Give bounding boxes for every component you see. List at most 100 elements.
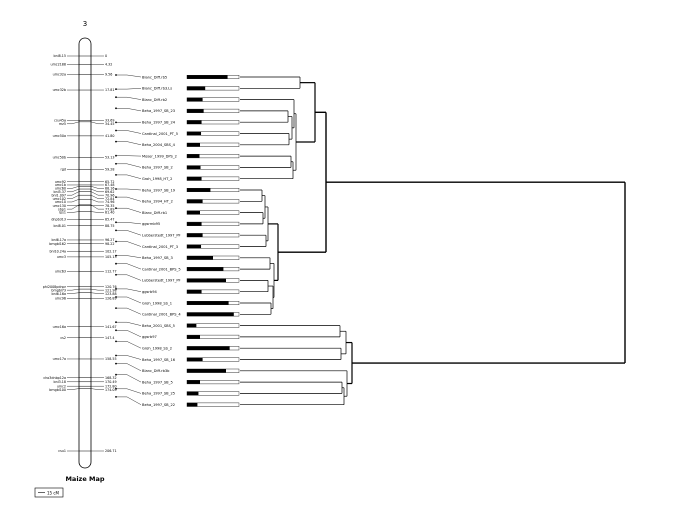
qtl-connector: [116, 131, 141, 134]
marker-name: umc50b: [53, 156, 66, 160]
qtl-interval-fill: [187, 380, 200, 384]
scale-legend-label: 15 cM: [47, 491, 60, 496]
qtl-interval-fill: [187, 369, 226, 373]
marker-name: bnl8.01: [54, 224, 66, 228]
marker-name: umc17a: [53, 357, 66, 361]
chromosome-number: 3: [83, 20, 87, 28]
qtl-interval-fill: [187, 346, 230, 350]
qtl-connector: [116, 341, 141, 348]
qtl-connector: [116, 375, 141, 382]
marker-connector-left: [67, 389, 79, 390]
qtl-interval-fill: [187, 279, 226, 283]
qtl-interval-fill: [187, 98, 203, 102]
marker-position: 85.47: [105, 218, 114, 222]
trait-label: ggsrb97: [142, 335, 157, 339]
qtl-connector: [116, 289, 141, 292]
chromosome-bar: [79, 38, 91, 468]
marker-position: 81.40: [105, 211, 114, 215]
marker-name: csu1: [58, 449, 66, 453]
marker-position: 112.77: [105, 270, 117, 274]
trait-label: Beha_1997_SB_16: [142, 358, 176, 362]
trait-label: Beha_2004_SBS_4: [142, 143, 176, 147]
marker-name: dnpb313: [51, 218, 66, 222]
marker-name: mz5: [59, 122, 66, 126]
qtl-interval-fill: [187, 109, 204, 113]
qtl-interval-fill: [187, 222, 202, 226]
qtl-connector: [116, 330, 141, 337]
marker-name: rgd: [61, 167, 66, 171]
qtl-interval-fill: [187, 154, 199, 158]
qtl-interval-fill: [187, 87, 205, 91]
marker-connector-left: [67, 195, 79, 198]
qtl-interval-fill: [187, 233, 203, 237]
marker-connector-left: [67, 199, 79, 202]
qtl-interval-fill: [187, 256, 213, 260]
marker-connector-right: [91, 289, 104, 290]
marker-connector-right: [91, 195, 104, 198]
qtl-interval-fill: [187, 301, 229, 305]
qtl-interval-fill: [187, 245, 201, 249]
marker-connector-left: [67, 122, 79, 124]
marker-position: 170.49: [105, 380, 117, 384]
qtl-connector: [116, 197, 141, 201]
trait-label: Groh_1998_SS_1: [142, 301, 172, 305]
qtl-connector: [116, 75, 141, 77]
trait-label: Groh_1998_SS_2: [142, 347, 172, 351]
trait-label: Beha_1994_HT_2: [142, 200, 173, 204]
qtl-connector: [116, 222, 141, 224]
trait-label: Beha_1997_SB_22: [142, 403, 175, 407]
trait-label: Blanc_Diff.rb5: [142, 75, 167, 79]
trait-label: Beha_1997_SB_3: [142, 256, 173, 260]
marker-position: 174.05: [105, 388, 117, 392]
qtl-connector: [116, 264, 141, 269]
marker-position: 206.71: [105, 449, 117, 453]
trait-label: Beha_1997_SB_5: [142, 380, 173, 384]
qtl-connector: [116, 175, 141, 179]
trait-label: Blanc_Diff.rb3b: [142, 369, 170, 373]
marker-name: cs2: [60, 336, 66, 340]
marker-name: umc32a: [53, 72, 66, 76]
marker-connector-right: [91, 389, 104, 390]
qtl-connector: [116, 142, 141, 145]
qtl-interval-fill: [187, 211, 200, 215]
marker-name: bnl6.16a: [52, 292, 66, 296]
trait-label: Beha_1997_SB_19: [142, 188, 176, 192]
trait-label: Cardinal_2001_BPS_4: [142, 313, 181, 317]
marker-position: 0: [105, 54, 107, 58]
marker-name: bmgbl162: [49, 242, 66, 246]
qtl-connector: [116, 297, 141, 303]
marker-name: bnl10.24a: [49, 249, 66, 253]
marker-position: 123.88: [105, 292, 117, 296]
qtl-connector: [116, 164, 141, 168]
marker-connector-right: [91, 205, 104, 209]
marker-name: umc16a: [53, 325, 66, 329]
marker-position: 9.56: [105, 72, 112, 76]
trait-label: Lubberstedt_1997_PF: [142, 234, 181, 238]
trait-label: Lubberstedt_1997_PF: [142, 279, 181, 283]
qtl-interval-fill: [187, 200, 203, 204]
trait-label: Moser_1999_DPS_2: [142, 154, 177, 158]
trait-label: Beha_1997_SB_25: [142, 392, 175, 396]
marker-position: 17.81: [105, 88, 114, 92]
qtl-interval-fill: [187, 313, 234, 317]
marker-name: umc63: [55, 270, 66, 274]
trait-label: Blanc_Diff.rb3.Ls: [142, 87, 172, 91]
trait-label: Beha_1997_SB_2: [142, 166, 173, 170]
qtl-interval-fill: [187, 177, 202, 181]
marker-name: umc2188: [50, 62, 66, 66]
marker-connector-left: [67, 212, 79, 213]
marker-connector-right: [91, 186, 104, 188]
marker-connector-left: [67, 189, 79, 192]
qtl-connector: [116, 256, 141, 258]
marker-name: umc3: [57, 255, 66, 259]
qtl-interval-fill: [187, 120, 202, 124]
marker-connector-left: [67, 205, 79, 209]
marker-connector-left: [67, 186, 79, 188]
marker-position: 98.22: [105, 242, 114, 246]
trait-label: Blanc_Diff.rb2: [142, 98, 167, 102]
qtl-connector: [116, 97, 141, 99]
qtl-interval-fill: [187, 166, 201, 170]
marker-name: umc50a: [53, 134, 66, 138]
